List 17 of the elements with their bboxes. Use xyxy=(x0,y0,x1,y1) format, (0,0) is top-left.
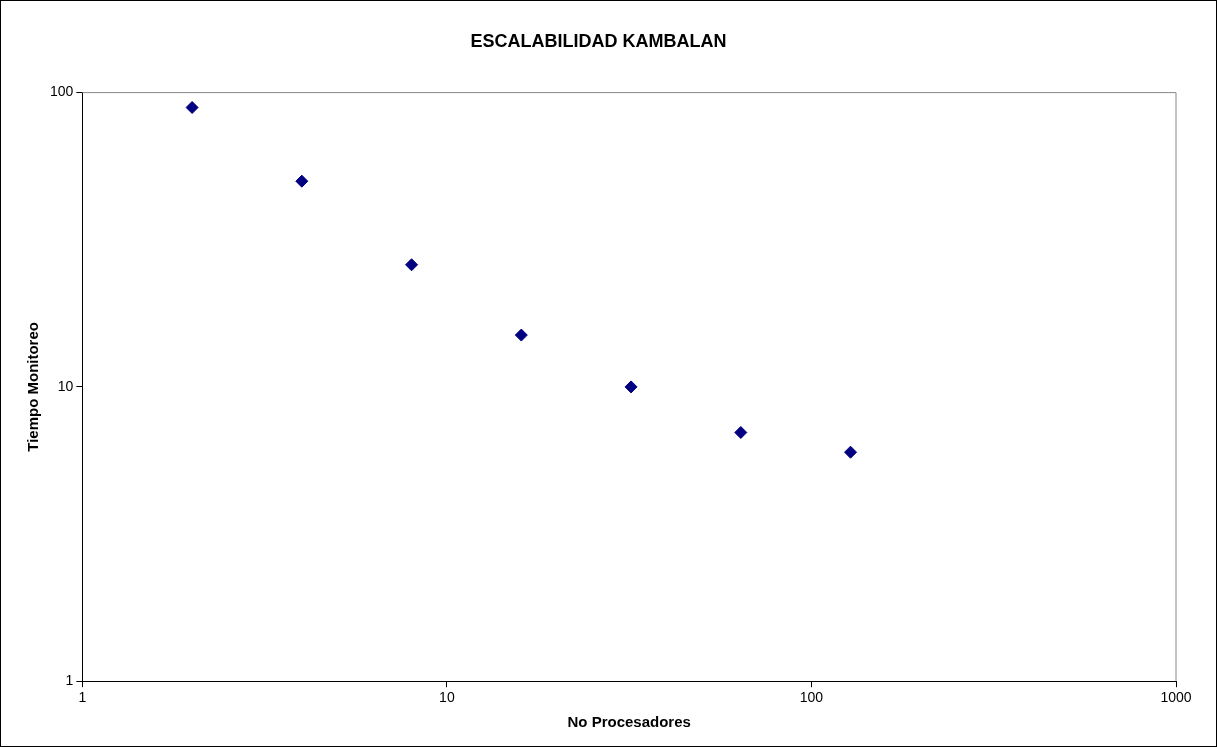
y-tick-label: 1 xyxy=(65,672,74,689)
x-tick-label: 100 xyxy=(799,689,824,706)
chart-title: ESCALABILIDAD KAMBALAN xyxy=(470,30,727,51)
point xyxy=(624,380,638,394)
point xyxy=(844,445,858,459)
x-tick-label: 1000 xyxy=(1160,689,1192,706)
y-tick-label: 10 xyxy=(57,377,74,394)
point xyxy=(185,101,199,114)
x-tick-label: 10 xyxy=(439,689,455,706)
y-axis-title: Tiempo Monitoreo xyxy=(24,322,42,452)
y-tick-label: 100 xyxy=(50,83,74,100)
x-tick-label: 1 xyxy=(78,689,87,706)
point xyxy=(734,425,748,439)
point xyxy=(295,174,309,188)
x-axis-title: No Procesadores xyxy=(567,713,691,731)
point xyxy=(514,328,528,342)
point xyxy=(405,258,419,272)
